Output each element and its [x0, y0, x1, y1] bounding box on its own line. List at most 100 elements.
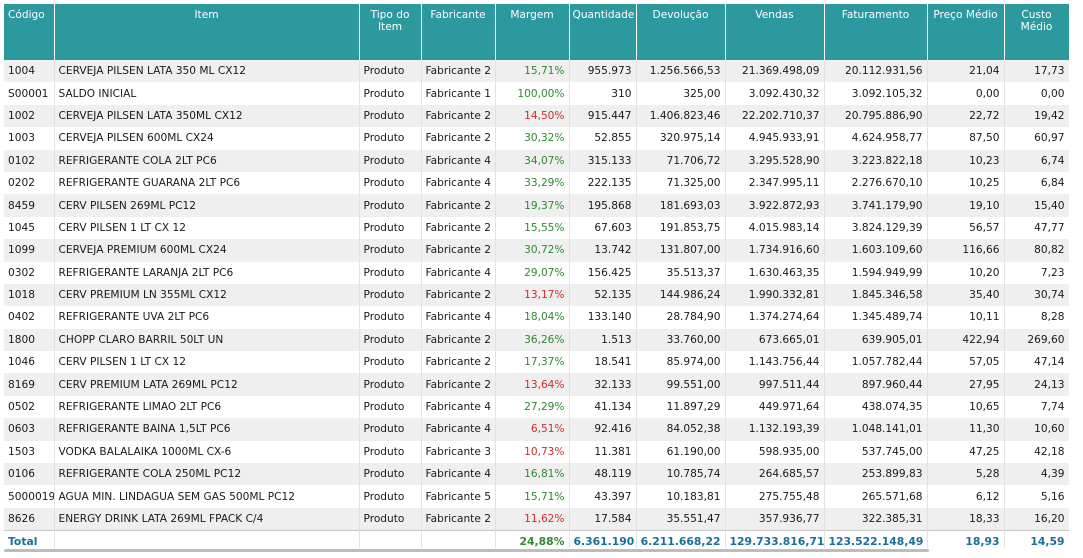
cell-fabricante: Fabricante 2: [421, 283, 496, 307]
col-header-tipo[interactable]: Tipo do Item: [359, 4, 422, 60]
cell-faturamento: 897.960,44: [824, 373, 928, 396]
cell-vendas: 4.015.983,14: [725, 216, 825, 240]
cell-faturamento: 639.905,01: [824, 328, 928, 352]
cell-quantidade: 915.447: [569, 104, 637, 128]
cell-custo-medio: 8,28: [1004, 306, 1069, 329]
col-header-codigo[interactable]: Código: [4, 4, 55, 60]
cell-margem: 15,71%: [495, 485, 570, 508]
table-row[interactable]: 0202 REFRIGERANTE GUARANA 2LT PC6 Produto F…: [4, 171, 1069, 195]
cell-fabricante: Fabricante 2: [421, 507, 496, 531]
cell-quantidade: 315.133: [569, 149, 637, 172]
table-row[interactable]: 0102 REFRIGERANTE COLA 2LT PC6 Produto Fabr…: [4, 149, 1069, 172]
col-header-faturamento[interactable]: Faturamento: [824, 4, 928, 60]
cell-codigo: 8459: [4, 194, 55, 217]
cell-fabricante: Fabricante 2: [421, 216, 496, 240]
total-label: Total: [4, 529, 55, 548]
cell-tipo: Produto: [359, 239, 422, 262]
col-header-quantidade[interactable]: Quantidade: [569, 4, 637, 60]
horizontal-scrollbar[interactable]: [4, 549, 929, 552]
table-row[interactable]: 8169 CERV PREMIUM LATA 269ML PC12 Produto F…: [4, 373, 1069, 396]
col-header-fabricante[interactable]: Fabricante: [421, 4, 496, 60]
cell-preco-medio: 5,28: [927, 463, 1005, 486]
total-row: Total 24,88% 6.361.190 6.211.668,22 129.…: [4, 529, 1069, 548]
cell-faturamento: 20.795.886,90: [824, 104, 928, 128]
cell-item: REFRIGERANTE COLA 2LT PC6: [54, 149, 360, 172]
table-row[interactable]: 1800 CHOPP CLARO BARRIL 50LT UN Produto Fab…: [4, 328, 1069, 352]
cell-faturamento: 1.345.489,74: [824, 306, 928, 329]
table-row[interactable]: 0603 REFRIGERANTE BAINA 1,5LT PC6 Produto F…: [4, 418, 1069, 441]
table-row[interactable]: 1503 VODKA BALALAIKA 1000ML CX-6 Produto Fa…: [4, 440, 1069, 464]
cell-codigo: 1018: [4, 283, 55, 307]
table-row[interactable]: 1099 CERVEJA PREMIUM 600ML CX24 Produto Fab…: [4, 239, 1069, 262]
cell-faturamento: 3.824.129,39: [824, 216, 928, 240]
cell-fabricante: Fabricante 5: [421, 485, 496, 508]
cell-codigo: 0603: [4, 418, 55, 441]
cell-vendas: 275.755,48: [725, 485, 825, 508]
cell-tipo: Produto: [359, 283, 422, 307]
table-row[interactable]: 0502 REFRIGERANTE LIMAO 2LT PC6 Produto Fab…: [4, 395, 1069, 419]
cell-quantidade: 222.135: [569, 171, 637, 195]
cell-devolucao: 33.760,00: [636, 328, 726, 352]
col-header-devolucao[interactable]: Devolução: [636, 4, 726, 60]
cell-fabricante: Fabricante 2: [421, 351, 496, 374]
cell-faturamento: 265.571,68: [824, 485, 928, 508]
cell-codigo: 0302: [4, 261, 55, 284]
cell-custo-medio: 6,74: [1004, 149, 1069, 172]
cell-custo-medio: 7,23: [1004, 261, 1069, 284]
table-row[interactable]: 8459 CERV PILSEN 269ML PC12 Produto Fabrica…: [4, 194, 1069, 217]
table-row[interactable]: 0402 REFRIGERANTE UVA 2LT PC6 Produto Fabri…: [4, 306, 1069, 329]
total-devolucao: 6.211.668,22: [636, 529, 726, 548]
cell-devolucao: 181.693,03: [636, 194, 726, 217]
table-row[interactable]: S00001 SALDO INICIAL Produto Fabricante 1 10…: [4, 82, 1069, 105]
cell-codigo: 0502: [4, 395, 55, 419]
cell-custo-medio: 5,16: [1004, 485, 1069, 508]
cell-codigo: 1800: [4, 328, 55, 352]
table-row[interactable]: 1002 CERVEJA PILSEN LATA 350ML CX12 Produt…: [4, 104, 1069, 128]
cell-tipo: Produto: [359, 127, 422, 150]
cell-item: CERV PREMIUM LN 355ML CX12: [54, 283, 360, 307]
table-row[interactable]: 1018 CERV PREMIUM LN 355ML CX12 Produto Fab…: [4, 283, 1069, 307]
cell-tipo: Produto: [359, 194, 422, 217]
cell-faturamento: 3.741.179,90: [824, 194, 928, 217]
cell-tipo: Produto: [359, 485, 422, 508]
table-row[interactable]: 1003 CERVEJA PILSEN 600ML CX24 Produto Fabr…: [4, 127, 1069, 150]
col-header-custo-medio[interactable]: Custo Médio: [1004, 4, 1069, 60]
cell-custo-medio: 15,40: [1004, 194, 1069, 217]
cell-codigo: 5000019: [4, 485, 55, 508]
cell-fabricante: Fabricante 2: [421, 194, 496, 217]
cell-faturamento: 537.745,00: [824, 440, 928, 464]
col-header-vendas[interactable]: Vendas: [725, 4, 825, 60]
table-row[interactable]: 5000019 AGUA MIN. LINDAGUA SEM GAS 500ML …: [4, 485, 1069, 508]
cell-codigo: 1004: [4, 60, 55, 83]
cell-preco-medio: 10,20: [927, 261, 1005, 284]
table-row[interactable]: 1045 CERV PILSEN 1 LT CX 12 Produto Fabrica…: [4, 216, 1069, 240]
cell-custo-medio: 19,42: [1004, 104, 1069, 128]
cell-item: CERVEJA PILSEN LATA 350ML CX12: [54, 104, 360, 128]
cell-devolucao: 320.975,14: [636, 127, 726, 150]
cell-tipo: Produto: [359, 306, 422, 329]
table-row[interactable]: 8626 ENERGY DRINK LATA 269ML FPACK C/4 Pro…: [4, 507, 1069, 531]
cell-fabricante: Fabricante 4: [421, 306, 496, 329]
table-row[interactable]: 1046 CERV PILSEN 1 LT CX 12 Produto Fabrica…: [4, 351, 1069, 374]
cell-preco-medio: 19,10: [927, 194, 1005, 217]
cell-vendas: 22.202.710,37: [725, 104, 825, 128]
cell-tipo: Produto: [359, 373, 422, 396]
cell-quantidade: 67.603: [569, 216, 637, 240]
col-header-margem[interactable]: Margem: [495, 4, 570, 60]
cell-faturamento: 1.603.109,60: [824, 239, 928, 262]
cell-item: REFRIGERANTE BAINA 1,5LT PC6: [54, 418, 360, 441]
table-row[interactable]: 0106 REFRIGERANTE COLA 250ML PC12 Produto F…: [4, 463, 1069, 486]
cell-vendas: 3.922.872,93: [725, 194, 825, 217]
col-header-item[interactable]: Item: [54, 4, 360, 60]
cell-devolucao: 11.897,29: [636, 395, 726, 419]
cell-faturamento: 253.899,83: [824, 463, 928, 486]
cell-fabricante: Fabricante 2: [421, 127, 496, 150]
table-row[interactable]: 0302 REFRIGERANTE LARANJA 2LT PC6 Produto F…: [4, 261, 1069, 284]
cell-devolucao: 61.190,00: [636, 440, 726, 464]
table-row[interactable]: 1004 CERVEJA PILSEN LATA 350 ML CX12 Produ…: [4, 60, 1069, 83]
col-header-preco-medio[interactable]: Preço Médio: [927, 4, 1005, 60]
cell-preco-medio: 56,57: [927, 216, 1005, 240]
cell-faturamento: 4.624.958,77: [824, 127, 928, 150]
cell-devolucao: 1.256.566,53: [636, 60, 726, 83]
cell-codigo: 1503: [4, 440, 55, 464]
